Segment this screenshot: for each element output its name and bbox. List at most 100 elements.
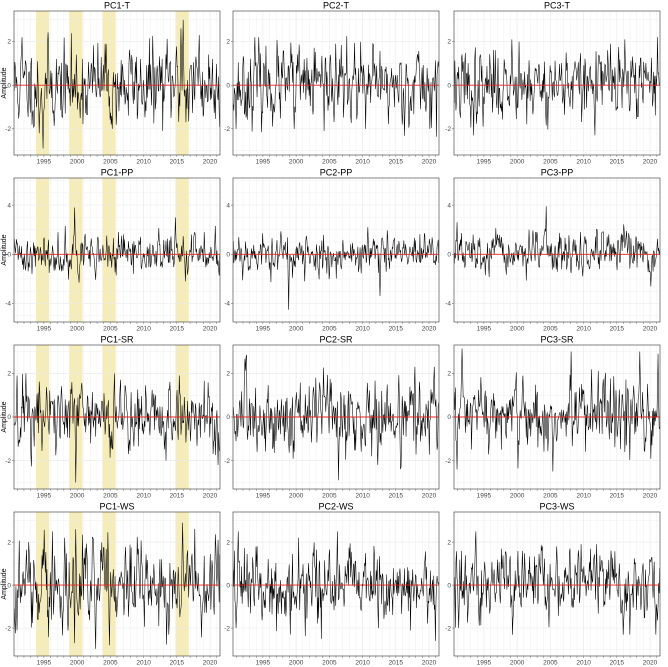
y-tick-label: 2: [447, 371, 451, 378]
shaded-period-2: [69, 512, 83, 656]
panel-title: PC2-T: [323, 1, 350, 11]
shaded-period-1: [35, 11, 50, 155]
y-tick-label: 0: [226, 582, 230, 589]
x-tick-label: 1995: [477, 159, 492, 166]
x-tick-label: 2015: [389, 660, 404, 667]
x-tick-label: 1995: [256, 159, 271, 166]
x-tick-label: 2010: [136, 326, 151, 333]
shaded-period-3: [102, 178, 116, 322]
x-tick-label: 2000: [70, 660, 85, 667]
x-tick-label: 2015: [610, 660, 625, 667]
x-tick-label: 1995: [37, 159, 52, 166]
x-tick-label: 2020: [643, 660, 658, 667]
panel-pc3-pp: PC3-PP 1995 2000 2005 2010 2015 2020 -4 0 4: [445, 168, 661, 333]
y-tick-label: -2: [224, 625, 230, 632]
y-tick-label: -2: [445, 458, 451, 465]
y-tick-label: 0: [7, 582, 11, 589]
panel-pc1-t: PC1-T 1995 2000 2005 2010 2015 2020 -2 0 2 Amplitu…: [1, 1, 221, 166]
x-tick-label: 2010: [355, 660, 370, 667]
x-tick-label: 2005: [103, 159, 118, 166]
series-line: [454, 531, 660, 635]
x-tick-label: 2000: [70, 493, 85, 500]
shaded-period-3: [102, 512, 116, 656]
x-tick-label: 1995: [477, 326, 492, 333]
panel-title: PC1-PP: [101, 168, 134, 178]
x-tick-label: 2005: [322, 493, 337, 500]
x-tick-label: 1995: [37, 660, 52, 667]
y-tick-label: 2: [7, 371, 11, 378]
shaded-period-1: [35, 178, 50, 322]
panel-pc2-sr: PC2-SR 1995 2000 2005 2010 2015 2020 -2 0 2: [224, 335, 440, 500]
x-tick-label: 2000: [510, 660, 525, 667]
series-line: [454, 37, 660, 136]
y-tick-label: 0: [7, 414, 11, 421]
series-line: [233, 227, 439, 310]
x-tick-label: 2010: [136, 493, 151, 500]
y-tick-label: 0: [226, 82, 230, 89]
y-tick-label: 2: [7, 539, 11, 546]
x-tick-label: 2005: [322, 326, 337, 333]
y-axis-label: Amplitude: [1, 234, 8, 265]
x-tick-label: 1995: [256, 493, 271, 500]
y-tick-label: 4: [7, 202, 11, 209]
x-tick-label: 2020: [422, 493, 437, 500]
x-tick-label: 2015: [389, 159, 404, 166]
x-tick-label: 2010: [355, 493, 370, 500]
series-line: [233, 531, 439, 641]
panel-title: PC2-WS: [318, 502, 353, 512]
y-tick-label: -2: [224, 126, 230, 133]
panel-title: PC3-T: [544, 1, 571, 11]
y-tick-label: 0: [7, 82, 11, 89]
panel-pc3-t: PC3-T 1995 2000 2005 2010 2015 2020 -2 0 2: [445, 1, 661, 166]
y-tick-label: 0: [447, 252, 451, 259]
x-tick-label: 2015: [170, 159, 185, 166]
x-tick-label: 2000: [510, 326, 525, 333]
y-tick-label: 2: [7, 39, 11, 46]
shaded-period-1: [35, 512, 50, 656]
y-tick-label: 0: [7, 252, 11, 259]
x-tick-label: 2020: [643, 326, 658, 333]
x-tick-label: 2015: [610, 493, 625, 500]
x-tick-label: 2005: [103, 660, 118, 667]
x-tick-label: 2020: [422, 326, 437, 333]
x-tick-label: 2000: [289, 326, 304, 333]
x-tick-label: 2000: [289, 493, 304, 500]
panel-title: PC3-PP: [541, 168, 574, 178]
x-tick-label: 2005: [103, 493, 118, 500]
x-tick-label: 2010: [576, 493, 591, 500]
x-tick-label: 2000: [289, 159, 304, 166]
panel-pc2-t: PC2-T 1995 2000 2005 2010 2015 2020 -2 0 2: [224, 1, 440, 166]
x-tick-label: 2015: [610, 326, 625, 333]
panel-pc2-pp: PC2-PP 1995 2000 2005 2010 2015 2020 -4 0 4: [224, 168, 440, 333]
y-tick-label: 2: [447, 39, 451, 46]
x-tick-label: 1995: [477, 660, 492, 667]
x-tick-label: 2020: [643, 493, 658, 500]
x-tick-label: 2020: [203, 159, 218, 166]
series-line: [14, 207, 220, 283]
y-tick-label: -2: [445, 126, 451, 133]
panel-pc1-sr: PC1-SR 1995 2000 2005 2010 2015 2020 -2 0 2 Amplit…: [1, 335, 221, 500]
y-tick-label: 0: [226, 252, 230, 259]
x-tick-label: 2000: [510, 493, 525, 500]
x-tick-label: 1995: [37, 493, 52, 500]
panel-title: PC1-SR: [100, 335, 134, 345]
panel-pc1-ws: PC1-WS 1995 2000 2005 2010 2015 2020 -2 0 2 Amplit…: [1, 502, 221, 667]
series-line: [454, 348, 660, 472]
series-line: [233, 36, 439, 137]
panel-title: PC1-WS: [99, 502, 134, 512]
y-tick-label: 2: [226, 39, 230, 46]
x-tick-label: 2005: [322, 660, 337, 667]
y-tick-label: -2: [445, 625, 451, 632]
y-tick-label: 2: [447, 539, 451, 546]
x-tick-label: 2000: [510, 159, 525, 166]
panel-title: PC2-SR: [319, 335, 353, 345]
y-tick-label: -2: [224, 458, 230, 465]
x-tick-label: 2005: [543, 660, 558, 667]
x-tick-label: 2020: [422, 159, 437, 166]
panel-title: PC1-T: [104, 1, 131, 11]
panel-title: PC3-SR: [540, 335, 574, 345]
x-tick-label: 2005: [322, 159, 337, 166]
series-line: [14, 373, 220, 483]
x-tick-label: 2000: [70, 326, 85, 333]
